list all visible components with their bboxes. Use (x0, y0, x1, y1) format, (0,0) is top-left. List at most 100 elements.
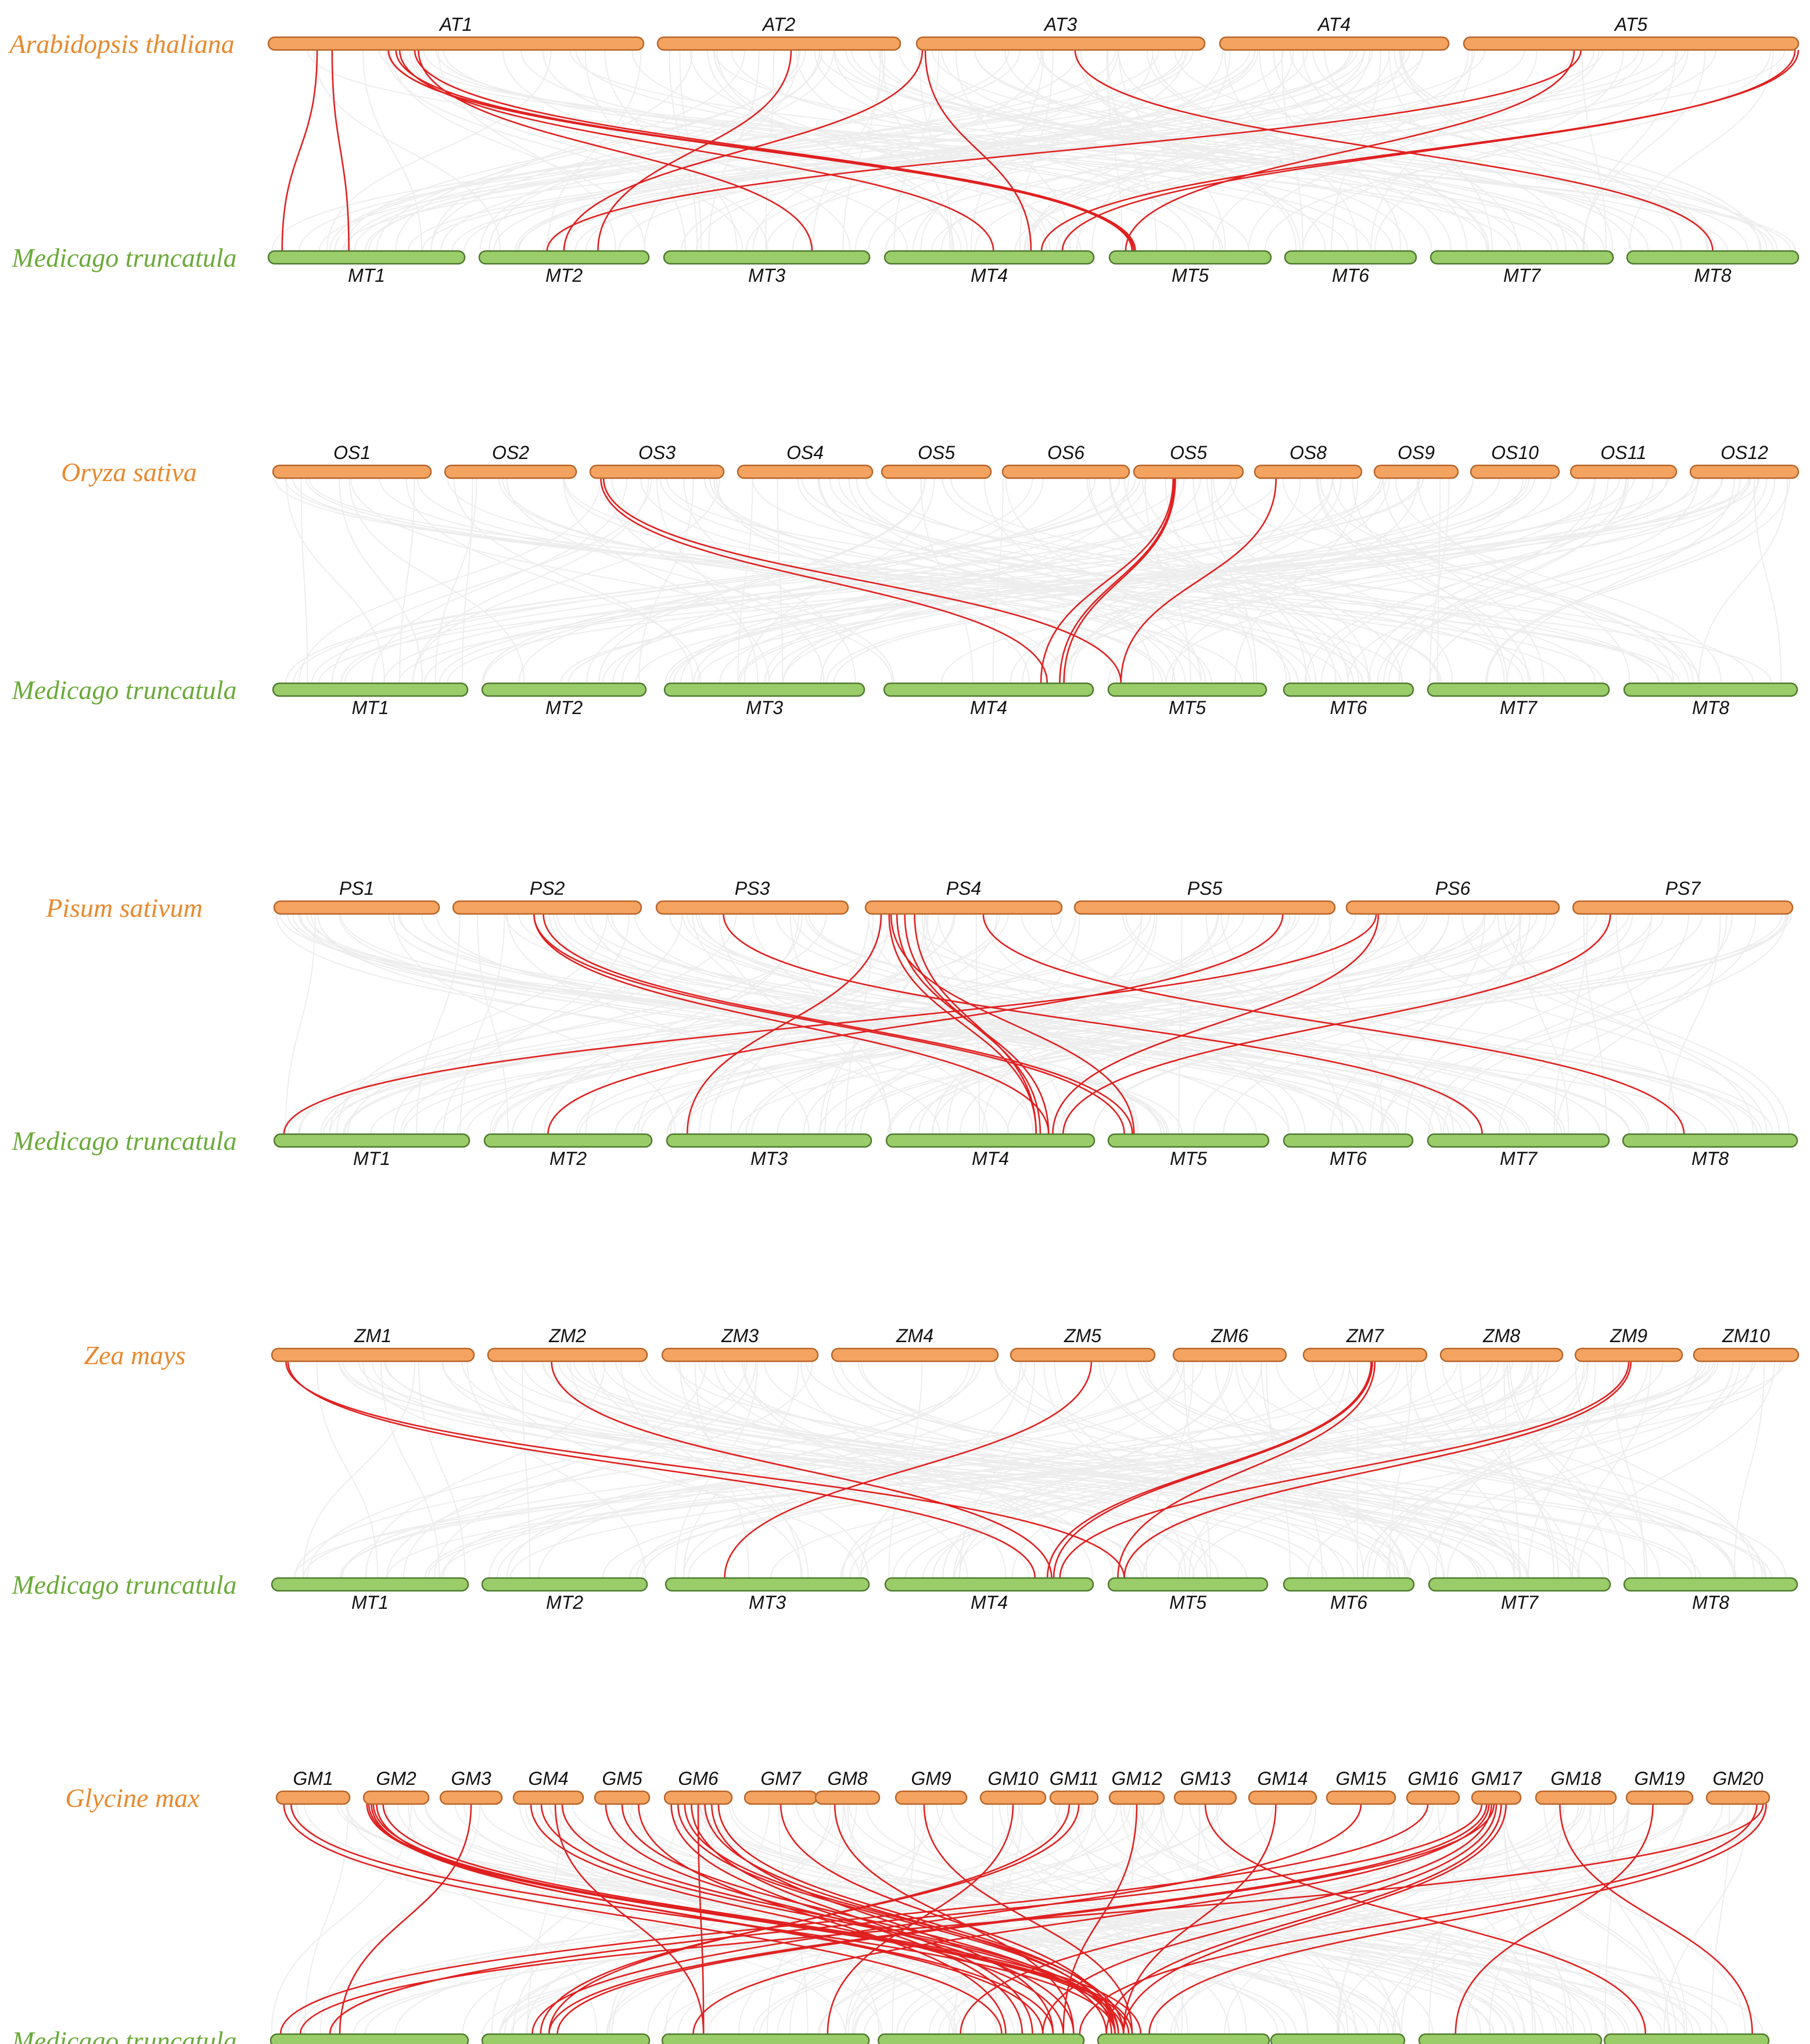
top-chromosome-label: GM14 (1257, 1768, 1308, 1789)
synteny-link (704, 478, 1311, 684)
bottom-chromosome-label: MT8 (1694, 265, 1732, 286)
synteny-link (878, 49, 1489, 252)
highlighted-synteny-link (1059, 1361, 1630, 1579)
synteny-link (1141, 1361, 1787, 1579)
top-chromosome-bar (487, 1347, 648, 1362)
bottom-chromosome-label: MT2 (546, 1592, 583, 1613)
bottom-chromosome-bar (1283, 1133, 1414, 1148)
synteny-link (1399, 49, 1761, 252)
top-chromosome-label: OS12 (1721, 442, 1768, 463)
top-chromosome-bar (1572, 900, 1794, 915)
synteny-link (461, 478, 473, 684)
top-chromosome-label: ZM3 (721, 1325, 759, 1346)
highlighted-synteny-link (533, 913, 1050, 1135)
top-chromosome-bar (1248, 1790, 1317, 1805)
synteny-link (1106, 49, 1123, 252)
synteny-link (549, 1803, 1279, 2035)
bottom-chromosome-bar (885, 1133, 1096, 1148)
synteny-link (584, 49, 687, 252)
top-chromosome-bar (1625, 1790, 1694, 1805)
synteny-link (974, 49, 1649, 252)
synteny-link (768, 478, 1474, 684)
synteny-link (566, 1361, 1693, 1579)
synteny-link (1428, 913, 1690, 1135)
synteny-link (845, 1803, 1020, 2035)
top-chromosome-bar (1133, 464, 1244, 479)
synteny-link (464, 49, 1424, 252)
top-chromosome-bar (1406, 1790, 1460, 1805)
background-links (275, 913, 1792, 1135)
top-chromosome-bar (1326, 1790, 1396, 1805)
synteny-link (556, 913, 1358, 1135)
highlighted-links (281, 49, 1800, 252)
top-chromosome-label: OS9 (1398, 442, 1435, 463)
synteny-link (390, 49, 646, 252)
synteny-link (386, 1361, 813, 1579)
bottom-chromosome-label: MT7 (1500, 1148, 1538, 1169)
synteny-link (274, 478, 1680, 684)
synteny-link (1604, 1803, 1687, 2035)
synteny-link (385, 1361, 1312, 1579)
synteny-link (812, 1803, 1507, 2035)
synteny-link (441, 1361, 1327, 1579)
synteny-link (857, 1361, 1529, 1579)
synteny-link (318, 49, 1358, 252)
top-chromosome-label: ZM2 (548, 1325, 586, 1346)
highlighted-synteny-link (710, 1803, 1054, 2035)
synteny-link (286, 478, 385, 684)
highlighted-synteny-link (602, 478, 1122, 684)
top-chromosome-bar (1254, 464, 1363, 479)
top-chromosome-bar (1172, 1347, 1287, 1362)
top-chromosome-bar (656, 36, 902, 51)
synteny-link (860, 1361, 1716, 1579)
synteny-link (1018, 1803, 1402, 2035)
bottom-chromosome-bar (1623, 682, 1798, 697)
synteny-link (777, 913, 1320, 1135)
highlighted-synteny-link (1123, 1361, 1632, 1579)
synteny-link (1506, 478, 1735, 684)
synteny-link (1583, 49, 1676, 252)
synteny-link (1612, 1361, 1646, 1579)
synteny-link (713, 49, 1047, 252)
synteny-link (585, 49, 1285, 252)
synteny-link (698, 1803, 1586, 2035)
synteny-link (893, 49, 940, 252)
synteny-link (745, 49, 1308, 252)
top-chromosome-bar (1173, 1790, 1237, 1805)
synteny-link (1503, 1803, 1534, 2035)
synteny-link (854, 49, 1186, 252)
top-chromosome-label: GM17 (1471, 1768, 1522, 1789)
synteny-link (1198, 1803, 1348, 2035)
top-chromosome-bar (444, 464, 577, 479)
synteny-link (305, 478, 1604, 684)
synteny-link (1139, 1803, 1608, 2035)
bottom-species-label: Medicago truncatula (11, 1126, 236, 1156)
synteny-link (845, 49, 1558, 252)
synteny-link (1062, 478, 1390, 684)
synteny-link (1317, 478, 1529, 684)
synteny-link (1205, 913, 1344, 1135)
synteny-link (573, 913, 1400, 1135)
synteny-link (358, 1361, 1574, 1579)
bottom-chromosome-bar (665, 1577, 870, 1592)
synteny-link (572, 1803, 1662, 2035)
bottom-chromosome-bar (1283, 682, 1414, 697)
synteny-link (1398, 49, 1708, 252)
synteny-link (1368, 478, 1596, 684)
synteny-link (843, 1803, 1122, 2035)
synteny-link (1485, 478, 1776, 684)
bottom-chromosome-bar (1097, 2033, 1270, 2044)
synteny-link (607, 913, 1449, 1135)
synteny-link (818, 49, 1774, 252)
synteny-link (1405, 913, 1522, 1135)
synteny-link (610, 913, 1344, 1135)
top-chromosome-label: OS5 (918, 442, 955, 463)
highlighted-synteny-link (1042, 1803, 1497, 2035)
synteny-link (674, 1361, 758, 1579)
highlighted-synteny-link (605, 1803, 1075, 2035)
synteny-link (370, 913, 1629, 1135)
top-species-label: Zea mays (84, 1340, 185, 1370)
top-chromosome-label: AT3 (1043, 14, 1078, 35)
top-chromosome-label: ZM10 (1722, 1325, 1770, 1346)
